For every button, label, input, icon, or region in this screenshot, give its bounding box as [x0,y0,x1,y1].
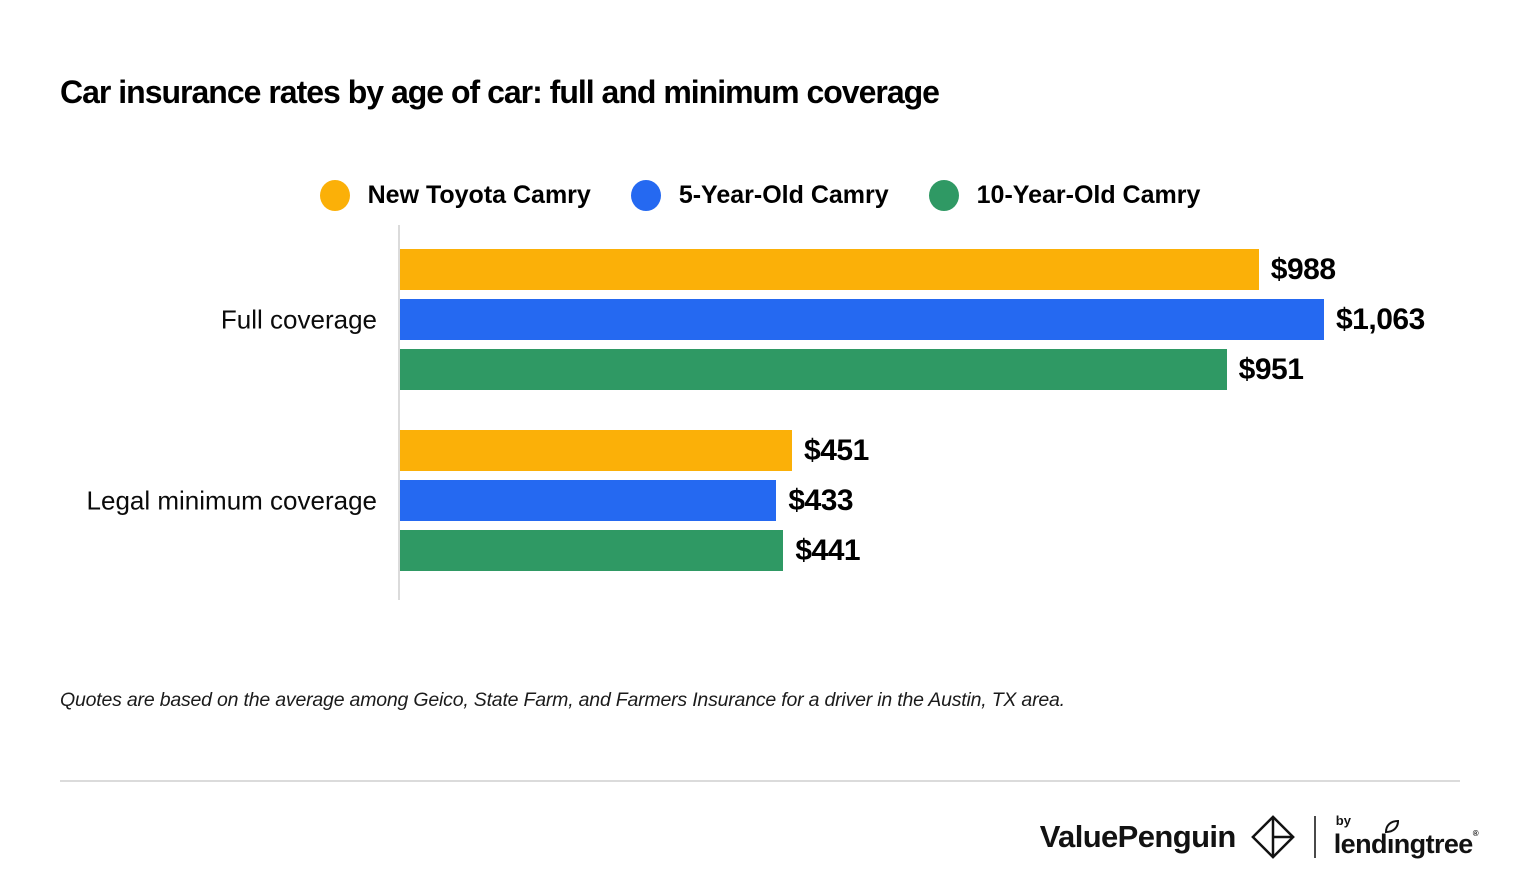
legend: New Toyota Camry 5-Year-Old Camry 10-Year-… [0,180,1520,211]
footnote: Quotes are based on the average among Ge… [60,689,1065,711]
valuepenguin-logo-icon [1250,815,1295,859]
bar-new-toyota-camry-legal-minimum-coverage [400,430,793,471]
legend-swatch-icon [319,180,350,211]
chart-title: Car insurance rates by age of car: full … [60,74,940,110]
bar-value-label: $951 [1238,352,1304,386]
bar-group-full-coverage: Full coverage $988 $1,063 $951 [221,249,1425,390]
lendingtree-by-label: by [1335,812,1351,828]
legend-swatch-icon [928,180,959,211]
legend-item-10-year-old-camry: 10-Year-Old Camry [928,180,1201,211]
category-label: Legal minimum coverage [86,485,377,515]
lendingtree-logo: by lendıngtree® [1334,812,1479,860]
lendingtree-wordmark: lendıngtree® [1334,819,1479,859]
bar-value-label: $1,063 [1336,302,1425,336]
valuepenguin-wordmark: ValuePenguin [1039,819,1237,854]
bar-row: $988 [400,249,1336,290]
bar-10-year-old-camry-legal-minimum-coverage [400,530,784,571]
legend-label: New Toyota Camry [367,181,591,209]
leaf-icon [1384,819,1399,833]
bar-5-year-old-camry-legal-minimum-coverage [400,480,777,521]
bar-new-toyota-camry-full-coverage [400,249,1259,290]
legend-item-5-year-old-camry: 5-Year-Old Camry [630,180,889,211]
bar-10-year-old-camry-full-coverage [400,349,1227,390]
bar-row: $441 [400,530,1324,571]
y-axis-line [398,225,400,600]
registered-mark: ® [1472,828,1479,838]
bar-value-label: $988 [1270,252,1336,286]
brand-divider [1313,816,1316,858]
plot-area: Full coverage $988 $1,063 $951 Legal minimum… [87,225,1425,600]
legend-swatch-icon [630,180,661,211]
bar-row: $1,063 [400,299,1425,340]
bar-row: $433 [400,480,1324,521]
bar-value-label: $433 [788,483,854,517]
footer-divider [60,780,1460,782]
legend-item-new-toyota-camry: New Toyota Camry [319,180,591,211]
bar-value-label: $441 [795,533,861,567]
legend-label: 5-Year-Old Camry [678,181,889,209]
bar-row: $451 [400,430,1324,471]
legend-label: 10-Year-Old Camry [976,181,1201,209]
bar-5-year-old-camry-full-coverage [400,299,1324,340]
category-label: Full coverage [220,304,377,334]
bar-value-label: $451 [804,433,869,467]
bar-row: $951 [400,349,1324,390]
branding-footer: ValuePenguin by lendıngtree® [1039,810,1479,864]
bar-group-legal-minimum-coverage: Legal minimum coverage $451 $433 $441 [87,430,1324,571]
